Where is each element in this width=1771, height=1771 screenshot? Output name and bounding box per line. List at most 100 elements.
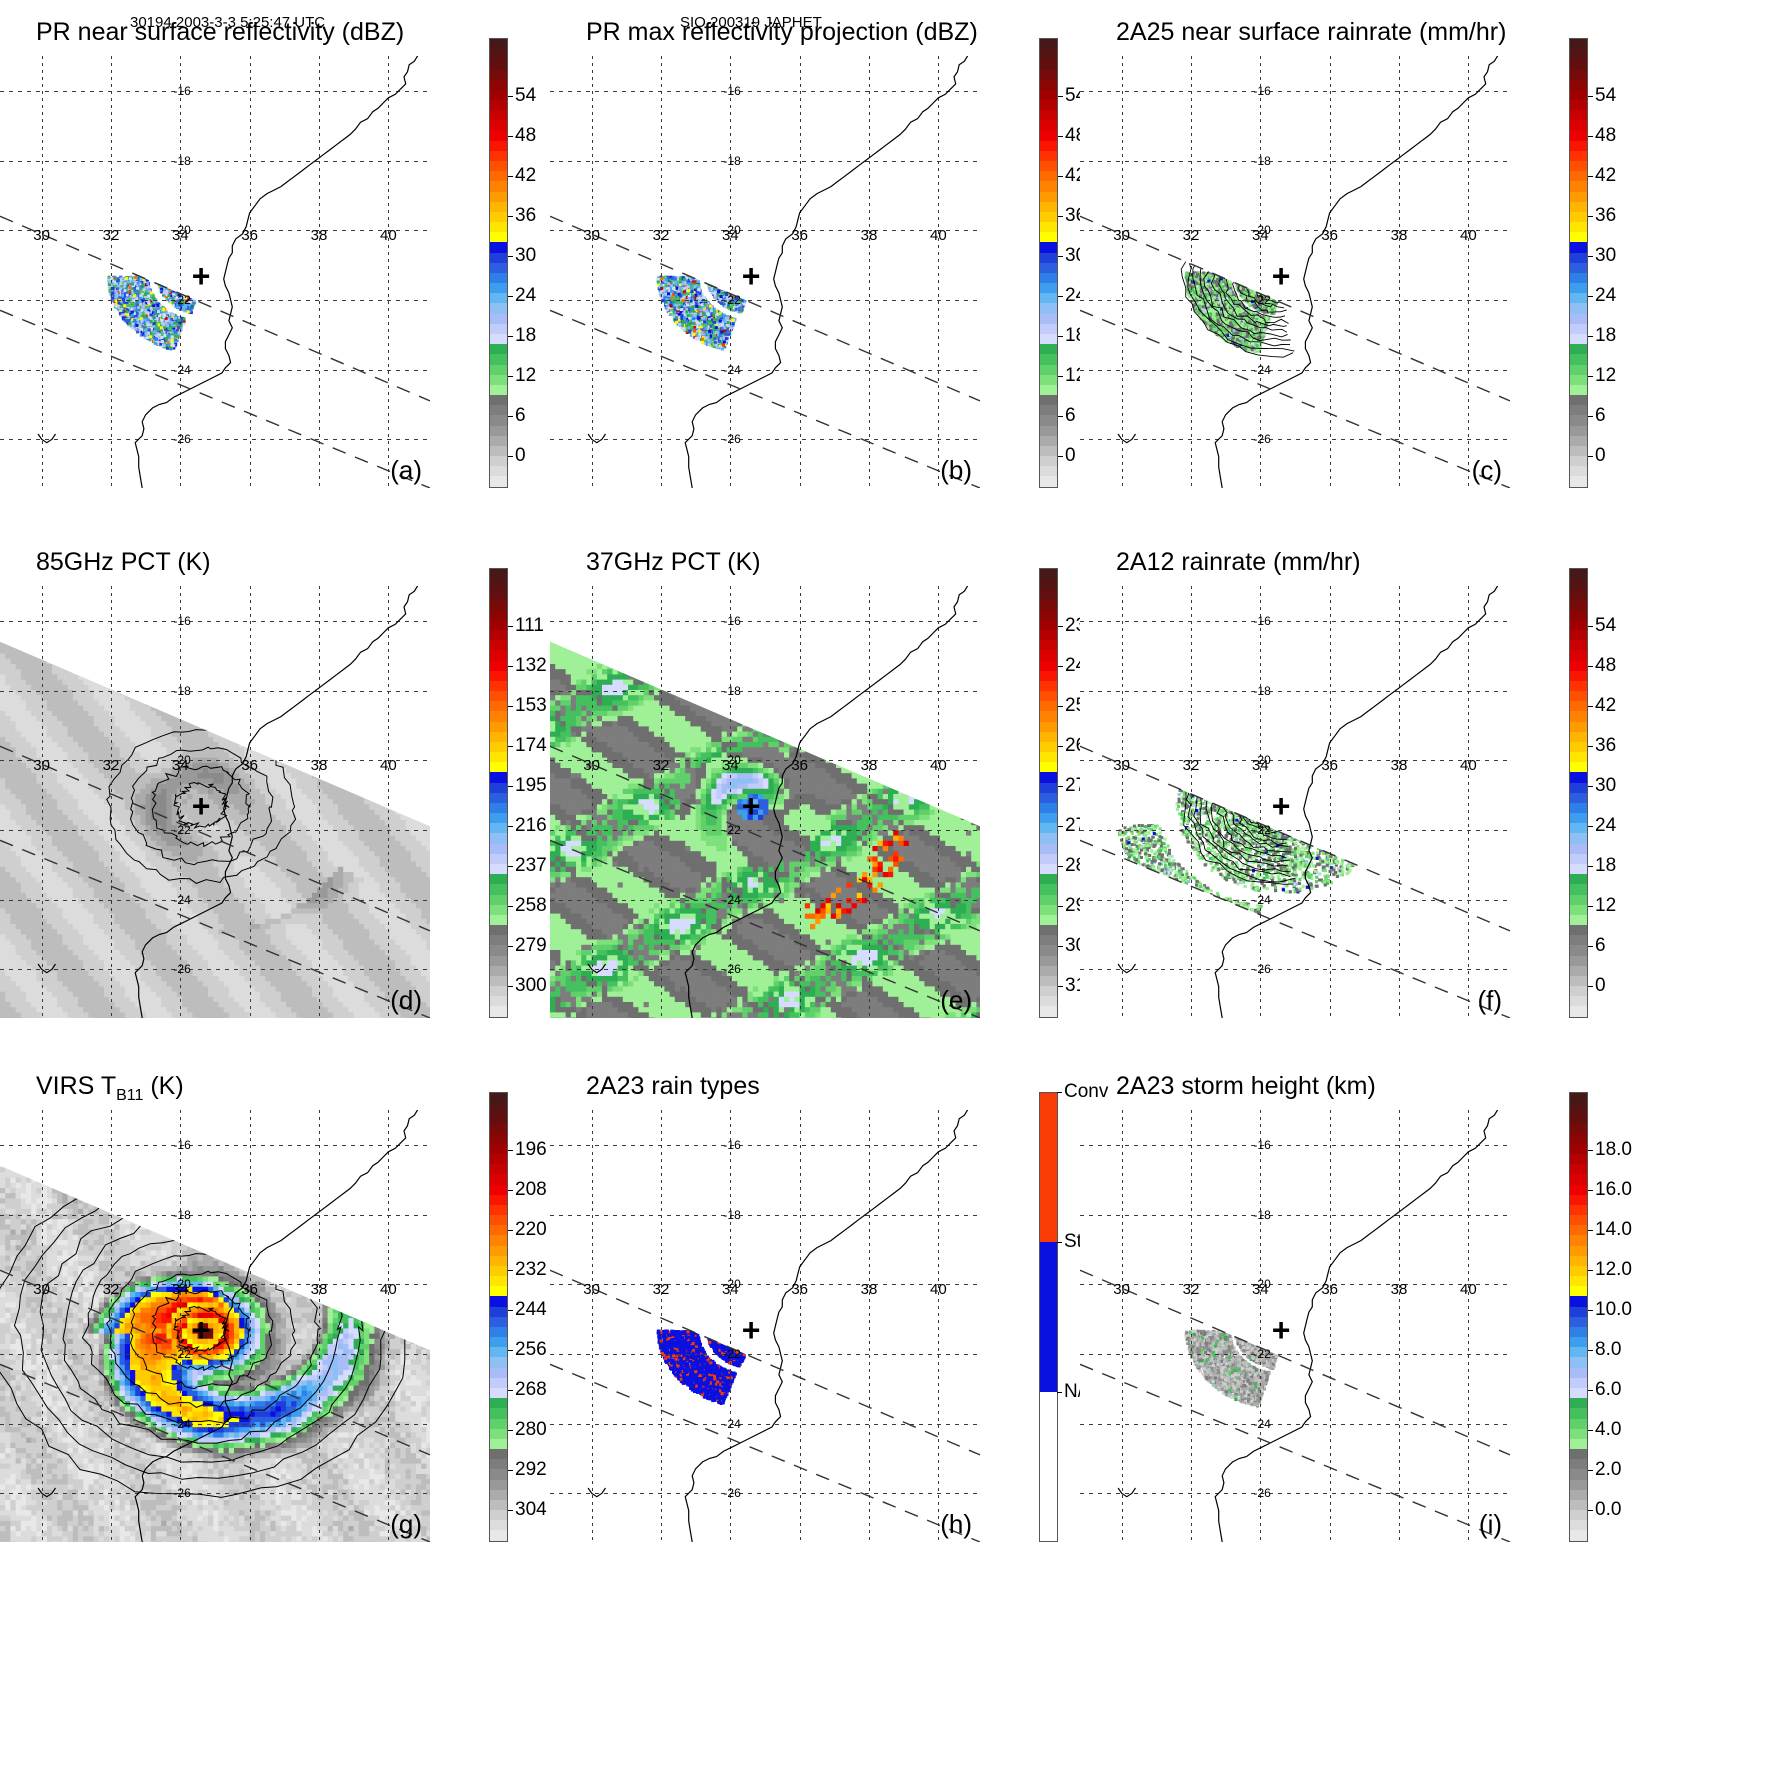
colorbar-segment: [1570, 201, 1587, 212]
gridline-lon-40: [1468, 56, 1470, 488]
gridline-lat--22: [0, 829, 430, 831]
colorbar-segment: [1040, 171, 1057, 182]
colorbar-segment: [1040, 232, 1057, 243]
colorbar-segment: [490, 1143, 507, 1155]
lon-label-36: 36: [241, 227, 258, 244]
gridline-lat--16: [0, 90, 430, 92]
gridline-lat--24: [0, 369, 430, 371]
colorbar-segment: [1570, 1479, 1587, 1490]
colorbar-segment: [1040, 354, 1057, 365]
colorbar-segment: [490, 79, 507, 90]
colorbar-tick-a-4: 30: [507, 245, 536, 267]
colorbar-segment: [1040, 650, 1057, 661]
gridline-lat--18: [1080, 1214, 1510, 1216]
colorbar-segment: [1570, 691, 1587, 702]
gridline-lat--18: [550, 1214, 980, 1216]
colorbar-segment: [1570, 262, 1587, 273]
colorbar-segment: [1040, 630, 1057, 641]
colorbar-segment: [490, 935, 507, 946]
gridline-lon-36: [1329, 56, 1331, 488]
lat-label--24: -24: [1253, 363, 1270, 377]
colorbar-segment: [1570, 39, 1587, 50]
colorbar-segment: [1570, 1326, 1587, 1338]
colorbar-segment: [1040, 619, 1057, 631]
lon-label-30: 30: [1113, 1281, 1130, 1298]
gridline-lon-30: [1121, 586, 1123, 1018]
swath-raster-b: [595, 254, 750, 401]
lat-label--24: -24: [173, 363, 190, 377]
colorbar-segment: [490, 640, 507, 651]
colorbar-tick-f-3: 36: [1587, 735, 1616, 757]
colorbar-segment: [1040, 69, 1057, 80]
colorbar-segment: [490, 252, 507, 263]
colorbar-segment: [1570, 303, 1587, 314]
map-e: -16 -18 -20 -22 -24 -26 +30 32 34 36 38 40 (e): [550, 586, 980, 1018]
colorbar-segment: [1570, 792, 1587, 803]
colorbar-segment: [490, 354, 507, 365]
lat-label--18: -18: [1253, 1208, 1270, 1222]
gridline-lat--18: [1080, 690, 1510, 692]
colorbar-segment: [1040, 161, 1057, 172]
gridline-lon-38: [869, 1110, 870, 1542]
colorbar-segment: [490, 1377, 507, 1388]
colorbar-tick-f-9: 0: [1588, 975, 1606, 997]
colorbar-segment: [1040, 181, 1057, 192]
colorbar-tick-f-4: 30: [1587, 775, 1616, 797]
gridline-lon-36: [249, 586, 251, 1018]
gridline-lon-40: [938, 56, 940, 488]
map-a: -16 -18 -20 -22 -24 -26 +30 32 34 36 38 40 (a): [0, 56, 430, 488]
gridline-lon-32: [111, 586, 112, 1018]
colorbar-segment: [1570, 1093, 1587, 1104]
gridline-lat--24: [1080, 899, 1510, 901]
lon-label-32: 32: [653, 227, 670, 244]
coastline-a: [0, 56, 430, 488]
gridline-lat--26: [1080, 969, 1510, 971]
colorbar-segment: [490, 721, 507, 732]
colorbar-segment: [1040, 333, 1057, 345]
colorbar-segment: [490, 1316, 507, 1327]
colorbar-segment: [490, 262, 507, 273]
gridline-lon-38: [1399, 586, 1400, 1018]
colorbar-g: [489, 1092, 508, 1542]
colorbar-segment: [1570, 252, 1587, 263]
colorbar-segment: [490, 110, 507, 121]
colorbar-segment: [490, 313, 507, 324]
gridline-lon-36: [1329, 586, 1331, 1018]
colorbar-segment: [490, 405, 507, 416]
colorbar-segment: [490, 191, 507, 202]
colorbar-tick-f-6: 18: [1587, 855, 1616, 877]
lon-label-32: 32: [1183, 1281, 1200, 1298]
colorbar-tick-i-8: 2.0: [1587, 1459, 1621, 1481]
colorbar-segment: [1570, 863, 1587, 875]
colorbar-tick-d-2: 153: [508, 695, 547, 717]
colorbar-segment: [1570, 914, 1587, 926]
lon-label-30: 30: [33, 227, 50, 244]
colorbar-c: [1569, 38, 1588, 488]
colorbar-segment: [490, 435, 507, 446]
colorbar-tick-a-3: 36: [507, 205, 536, 227]
lat-label--26: -26: [1253, 962, 1270, 976]
gridline-lon-40: [388, 56, 390, 488]
colorbar-tick-g-6: 268: [508, 1379, 547, 1401]
lat-label--20: -20: [1253, 753, 1270, 767]
colorbar-segment: [490, 680, 507, 692]
colorbar-segment: [490, 1398, 507, 1409]
colorbar-segment: [1040, 782, 1057, 793]
lat-label--16: -16: [1253, 614, 1270, 628]
colorbar-segment: [490, 589, 507, 600]
colorbar-tick-a-9: 0: [508, 445, 526, 467]
colorbar-segment: [490, 374, 507, 385]
gridline-lat--26: [550, 969, 980, 971]
panel-title-i: 2A23 storm height (km): [1116, 1072, 1376, 1101]
lon-label-40: 40: [1460, 1281, 1477, 1298]
colorbar-segment: [1570, 384, 1587, 396]
suptitle-orbit-time: 30194 2003-3-3 5:25:47 UTC: [130, 14, 325, 31]
colorbar-segment: [1570, 1123, 1587, 1134]
colorbar-segment: [1570, 1469, 1587, 1480]
colorbar-segment: [1570, 945, 1587, 956]
colorbar-segment: [1570, 874, 1587, 885]
lon-label-36: 36: [241, 1281, 258, 1298]
colorbar-tick-c-0: 54: [1587, 85, 1616, 107]
colorbar-segment: [1570, 69, 1587, 80]
